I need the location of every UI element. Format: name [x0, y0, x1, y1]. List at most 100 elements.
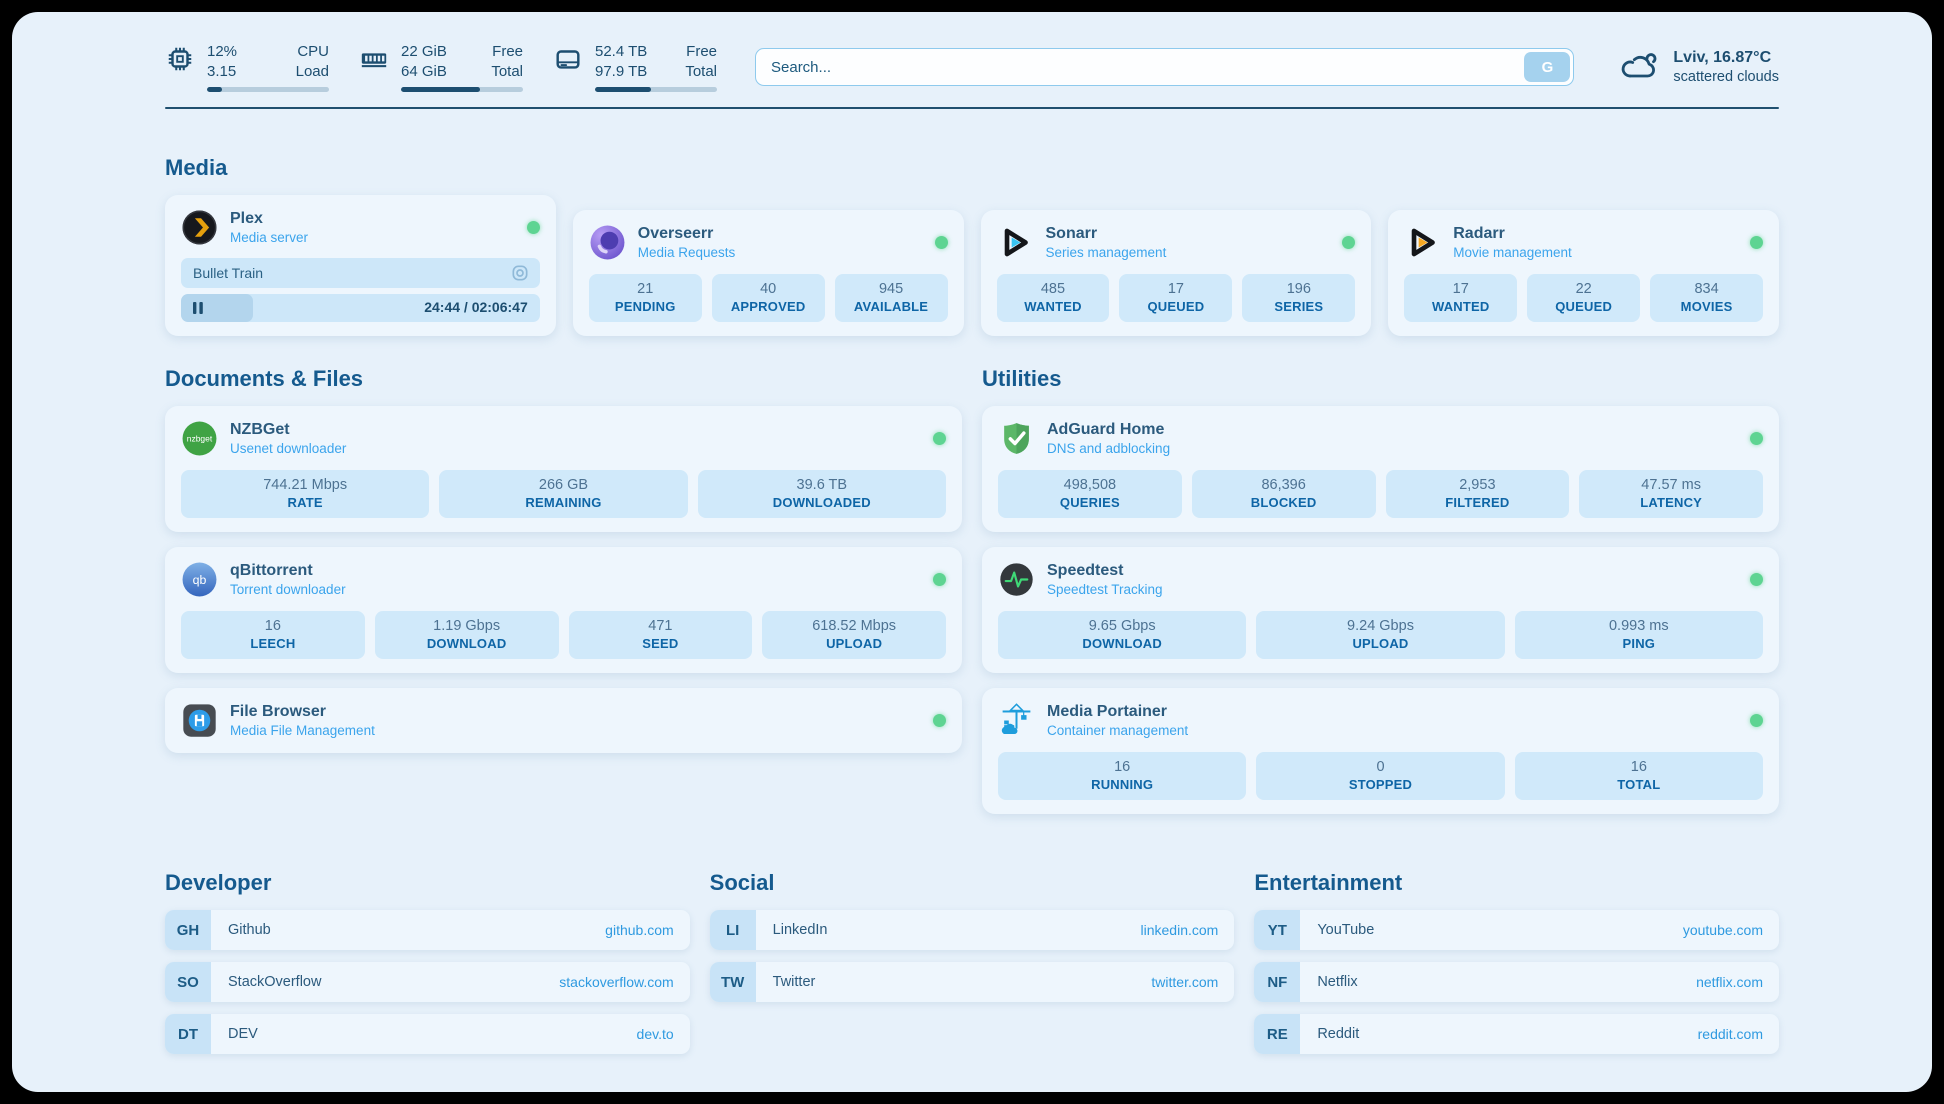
stat-box: 834 MOVIES	[1650, 274, 1764, 322]
now-playing-row: Bullet Train	[181, 258, 540, 288]
card-qbittorrent[interactable]: qb qBittorrent Torrent downloader 16 LEEC…	[165, 547, 962, 673]
card-overseerr[interactable]: Overseerr Media Requests 21 PENDING 40 APP…	[572, 210, 964, 336]
sonarr-icon	[997, 224, 1034, 261]
stat-label: UPLOAD	[826, 636, 883, 651]
ram-stat: 22 GiB 64 GiB Free Total	[359, 42, 523, 92]
stat-label: RUNNING	[1091, 777, 1154, 792]
card-speedtest[interactable]: Speedtest Speedtest Tracking 9.65 Gbps DO…	[982, 547, 1779, 673]
link-item-youtube[interactable]: YT YouTube youtube.com	[1254, 910, 1779, 950]
link-abbr: DT	[165, 1014, 211, 1054]
entertainment-heading: Entertainment	[1254, 870, 1403, 895]
link-item-stackoverflow[interactable]: SO StackOverflow stackoverflow.com	[165, 962, 690, 1002]
speedtest-icon	[998, 561, 1035, 598]
stat-label: LEECH	[250, 636, 296, 651]
stat-value: 47.57 ms	[1641, 477, 1701, 493]
stat-box: 0 STOPPED	[1256, 752, 1505, 800]
stat-box: 0.993 ms PING	[1514, 611, 1763, 659]
svg-text:nzbget: nzbget	[187, 434, 213, 444]
weather-condition: scattered clouds	[1673, 69, 1779, 85]
stat-value: 16	[1114, 759, 1131, 775]
stat-value: 266 GB	[538, 477, 589, 493]
link-url: youtube.com	[1682, 922, 1763, 938]
status-dot	[1342, 236, 1356, 249]
stat-label: REMAINING	[525, 495, 602, 510]
card-filebrowser[interactable]: File Browser Media File Management	[165, 688, 962, 753]
stat-box: 86,396 BLOCKED	[1191, 470, 1376, 518]
stat-box: 16 RUNNING	[998, 752, 1247, 800]
link-name: DEV	[228, 1026, 258, 1042]
section-social: Social LI LinkedIn linkedin.com TW Twitt…	[709, 870, 1235, 1014]
search-bar: G	[755, 48, 1575, 86]
app-subtitle: Series management	[1045, 245, 1167, 260]
social-heading: Social	[709, 870, 775, 895]
ram-progress-bar	[401, 87, 523, 92]
ram-values: 22 GiB 64 GiB	[401, 43, 447, 80]
link-abbr: YT	[1254, 910, 1301, 950]
app-subtitle: Torrent downloader	[230, 582, 346, 597]
stat-box: 1.19 Gbps DOWNLOAD	[374, 611, 559, 659]
card-adguard[interactable]: AdGuard Home DNS and adblocking 498,508 Q…	[982, 406, 1779, 532]
card-radarr[interactable]: Radarr Movie management 17 WANTED 22 QUEUE…	[1388, 210, 1779, 336]
stat-label: QUERIES	[1059, 495, 1120, 510]
link-item-dev[interactable]: DT DEV dev.to	[165, 1014, 690, 1054]
link-url: github.com	[605, 922, 674, 938]
stat-box: 9.65 Gbps DOWNLOAD	[998, 611, 1247, 659]
section-utilities: Utilities AdGuard Home DNS and adblockin…	[982, 366, 1779, 814]
stat-value: 17	[1452, 281, 1469, 297]
app-subtitle: Movie management	[1453, 245, 1572, 260]
stat-label: STOPPED	[1348, 777, 1413, 792]
session-settings-icon[interactable]	[510, 263, 530, 283]
app-subtitle: DNS and adblocking	[1047, 441, 1171, 456]
link-url: netflix.com	[1696, 974, 1763, 990]
cpu-labels: CPU Load	[295, 43, 329, 80]
filebrowser-icon	[181, 702, 218, 739]
playback-progress-bar[interactable]: 24:44 / 02:06:47	[181, 294, 540, 322]
stat-label: LATENCY	[1640, 495, 1703, 510]
link-name: Twitter	[772, 974, 816, 990]
section-documents: Documents & Files nzbget NZBGet Usenet d…	[165, 366, 962, 753]
disk-icon	[553, 42, 583, 79]
pause-icon[interactable]	[191, 301, 205, 320]
link-name: StackOverflow	[228, 974, 322, 990]
stat-label: RATE	[287, 495, 323, 510]
plex-icon	[181, 209, 218, 246]
stat-value: 744.21 Mbps	[263, 477, 348, 493]
link-item-github[interactable]: GH Github github.com	[165, 910, 690, 950]
stat-value: 0.993 ms	[1608, 618, 1669, 634]
link-item-linkedin[interactable]: LI LinkedIn linkedin.com	[709, 910, 1235, 950]
status-dot	[934, 236, 948, 249]
app-subtitle: Media Requests	[637, 245, 736, 260]
section-developer: Developer GH Github github.com SO StackO…	[165, 870, 690, 1066]
stat-value: 196	[1286, 281, 1311, 297]
stat-box: 40 APPROVED	[711, 274, 825, 322]
app-subtitle: Speedtest Tracking	[1047, 582, 1163, 597]
stat-value: 485	[1040, 281, 1066, 297]
app-subtitle: Media server	[230, 230, 309, 245]
app-subtitle: Container management	[1047, 723, 1189, 738]
card-portainer[interactable]: Media Portainer Container management 16 R…	[982, 688, 1779, 814]
stat-box: 16 LEECH	[181, 611, 365, 659]
nzbget-icon: nzbget	[181, 420, 218, 457]
section-entertainment: Entertainment YT YouTube youtube.com NF …	[1254, 870, 1779, 1066]
card-sonarr[interactable]: Sonarr Series management 485 WANTED 17 QUE…	[980, 210, 1372, 336]
status-dot	[933, 714, 946, 727]
link-url: dev.to	[636, 1026, 674, 1042]
link-abbr: RE	[1254, 1014, 1301, 1054]
header-divider	[165, 107, 1779, 109]
link-item-reddit[interactable]: RE Reddit reddit.com	[1254, 1014, 1779, 1054]
card-nzbget[interactable]: nzbget NZBGet Usenet downloader 744.21 M…	[165, 406, 962, 532]
search-go-button[interactable]: G	[1524, 52, 1571, 82]
link-url: reddit.com	[1697, 1026, 1763, 1042]
link-item-twitter[interactable]: TW Twitter twitter.com	[709, 962, 1235, 1002]
card-plex[interactable]: Plex Media server Bullet Train 24:44 / 0…	[165, 195, 556, 336]
search-input[interactable]	[755, 48, 1575, 86]
stat-box: 2,953 FILTERED	[1385, 470, 1570, 518]
stat-value: 9.65 Gbps	[1088, 618, 1156, 634]
stat-value: 16	[1630, 759, 1647, 775]
stat-box: 17 WANTED	[1404, 274, 1518, 322]
stat-value: 945	[878, 281, 904, 297]
app-title: Sonarr	[1045, 225, 1098, 242]
stat-value: 618.52 Mbps	[812, 618, 897, 634]
link-item-netflix[interactable]: NF Netflix netflix.com	[1254, 962, 1779, 1002]
stat-box: 196 SERIES	[1242, 274, 1356, 322]
